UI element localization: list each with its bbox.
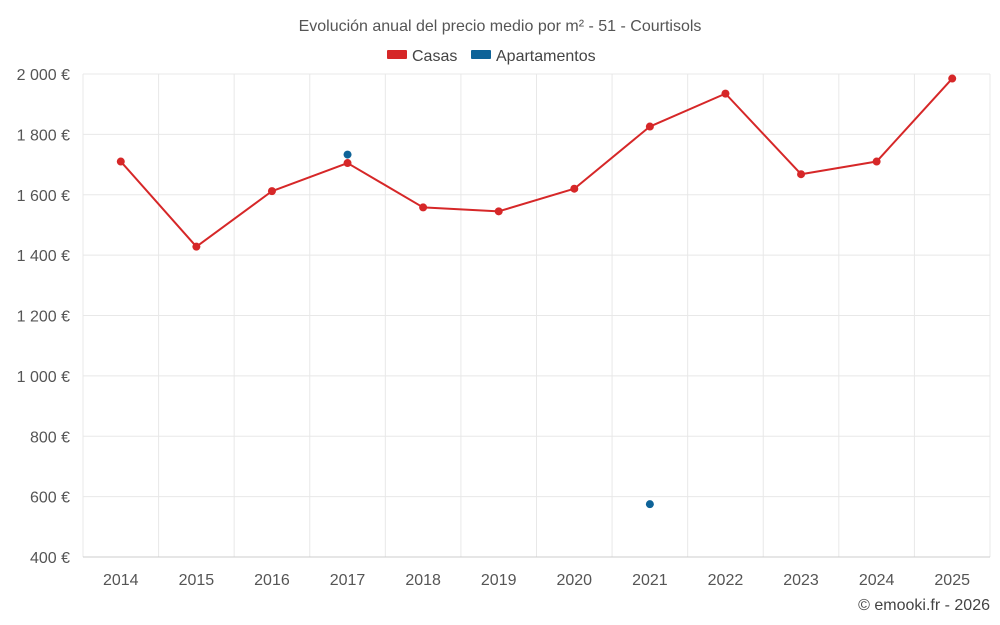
series-line-segment <box>875 77 954 163</box>
y-tick-label: 1 600 € <box>17 188 70 205</box>
x-tick-label: 2024 <box>859 572 895 589</box>
data-point <box>267 187 276 196</box>
axes: 400 € 600 € 800 € 1 000 € 1 200 € 1 400 € 1 60… <box>17 67 990 589</box>
y-tick-label: 800 € <box>30 429 70 446</box>
data-point <box>570 184 579 193</box>
x-tick-label: 2014 <box>103 572 139 589</box>
x-tick-label: 2017 <box>330 572 366 589</box>
data-point <box>343 159 352 168</box>
x-tick-label: 2015 <box>179 572 215 589</box>
data-point <box>948 74 957 83</box>
x-tick-label: 2022 <box>708 572 744 589</box>
credit-text: © emooki.fr - 2026 <box>858 597 990 614</box>
series-apartamentos <box>343 150 654 509</box>
legend-item-apartamentos[interactable]: Apartamentos <box>471 48 596 65</box>
series-line-segment <box>422 206 500 213</box>
series-casas <box>116 74 957 251</box>
y-tick-label: 600 € <box>30 490 70 507</box>
y-tick-label: 1 800 € <box>17 127 70 144</box>
legend-swatch-apartamentos <box>471 50 491 59</box>
y-tick-label: 400 € <box>30 550 70 567</box>
legend: Casas Apartamentos <box>387 48 596 65</box>
data-point <box>645 122 654 131</box>
legend-swatch-casas <box>387 50 407 59</box>
data-point <box>116 157 125 166</box>
data-point <box>419 203 428 212</box>
grid <box>82 73 991 558</box>
series-line-segment <box>346 162 425 209</box>
x-tick-label: 2020 <box>556 572 592 589</box>
data-point <box>192 242 201 251</box>
data-point <box>494 207 503 216</box>
legend-item-casas[interactable]: Casas <box>387 48 457 65</box>
series-line-segment <box>270 162 349 193</box>
series-line-segment <box>573 125 651 190</box>
series-line-segment <box>497 187 576 213</box>
series-line-segment <box>800 160 878 176</box>
x-tick-label: 2021 <box>632 572 668 589</box>
series <box>116 74 957 509</box>
data-point <box>343 150 352 159</box>
data-point <box>872 157 881 166</box>
x-tick-label: 2018 <box>405 572 441 589</box>
y-tick-label: 1 000 € <box>17 369 70 386</box>
y-tick-label: 2 000 € <box>17 67 70 84</box>
x-tick-label: 2016 <box>254 572 290 589</box>
data-point <box>721 89 730 98</box>
series-line-segment <box>724 92 803 176</box>
y-tick-label: 1 400 € <box>17 248 70 265</box>
series-line-segment <box>119 160 198 248</box>
data-point <box>797 170 806 179</box>
series-line-segment <box>648 92 727 128</box>
data-point <box>645 500 654 509</box>
series-line-segment <box>195 190 273 248</box>
x-tick-label: 2023 <box>783 572 819 589</box>
y-tick-label: 1 200 € <box>17 309 70 326</box>
legend-label-casas: Casas <box>412 48 457 65</box>
legend-label-apartamentos: Apartamentos <box>496 48 596 65</box>
x-tick-label: 2019 <box>481 572 517 589</box>
x-tick-label: 2025 <box>934 572 970 589</box>
chart-title: Evolución anual del precio medio por m² … <box>299 18 702 35</box>
